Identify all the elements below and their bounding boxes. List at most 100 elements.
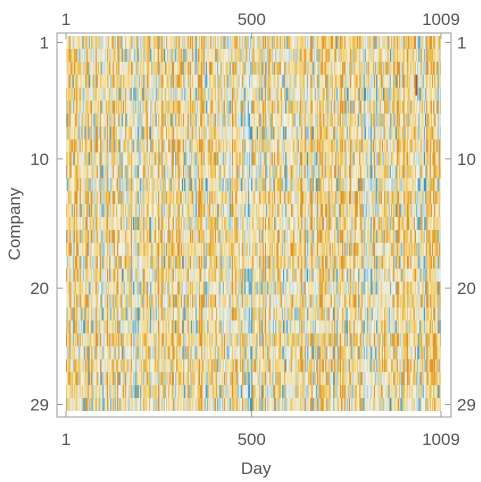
heatmap-cell [206,139,209,153]
heatmap-cell [83,74,85,89]
heatmap-cell [266,152,268,166]
heatmap-cell [258,217,260,231]
heatmap-cell [377,36,379,50]
heatmap-cell [254,204,257,218]
heatmap-cell [329,165,332,179]
heatmap-cell [145,87,148,101]
heatmap-cell [226,113,228,127]
heatmap-cell [284,191,286,205]
heatmap-cell [112,139,115,153]
heatmap-cell [123,152,126,166]
heatmap-cell [127,152,129,166]
heatmap-cell [73,61,76,76]
heatmap-cell [75,139,77,153]
heatmap-cell [128,87,130,101]
heatmap-cell [202,87,204,101]
heatmap-cell [112,126,115,140]
heatmap-cell [361,139,363,153]
heatmap-cell [294,100,296,114]
heatmap-cell [410,36,412,50]
heatmap-cell [179,204,182,218]
heatmap-cell [313,100,316,114]
heatmap-cell [412,217,415,231]
heatmap-cell [130,139,133,153]
heatmap-cell [275,87,277,101]
heatmap-cell [283,74,285,89]
heatmap-cell [426,178,428,192]
heatmap-cell [121,126,124,140]
heatmap-cell [281,178,284,192]
heatmap-cell [135,152,137,166]
heatmap-cell [161,165,163,179]
heatmap-cell [233,152,235,166]
heatmap-cell [126,36,128,50]
heatmap-cell [353,74,355,89]
heatmap-cell [235,74,237,89]
heatmap-cell [159,204,161,218]
heatmap-cell [81,217,84,231]
heatmap-cell [381,61,384,76]
heatmap-cell [143,126,145,140]
heatmap-cell [200,61,202,76]
heatmap-cell [172,48,175,63]
heatmap-cell [359,74,361,89]
heatmap-cell [106,191,109,205]
heatmap-cell [353,113,355,127]
heatmap-cell [293,36,295,50]
heatmap-cell [239,152,242,166]
heatmap-cell [292,126,294,140]
heatmap-cell [226,126,228,140]
heatmap-cell [79,48,82,63]
heatmap-cell [78,191,80,205]
heatmap-cell [426,139,428,153]
heatmap-cell [241,204,243,218]
heatmap-cell [380,191,383,205]
heatmap-cell [134,152,136,166]
heatmap-cell [205,74,208,89]
heatmap-cell [351,178,353,192]
heatmap-cell [423,74,426,89]
heatmap-cell [276,48,278,63]
heatmap-cell [146,100,149,114]
heatmap-cell [219,87,221,101]
heatmap-cell [223,126,226,140]
heatmap-cell [270,191,273,205]
heatmap-cell [95,165,98,179]
heatmap-cell [234,217,236,231]
heatmap-cell [121,100,124,114]
heatmap-cell [342,113,344,127]
heatmap-cell [88,100,91,114]
heatmap-cell [296,178,299,192]
heatmap-cell [350,100,352,114]
heatmap-cell [359,48,361,63]
heatmap-cell [219,152,221,166]
heatmap-cell [152,217,154,231]
heatmap-cell [359,100,361,114]
heatmap-cell [218,100,220,114]
heatmap-cell [376,139,378,153]
heatmap-cell [316,152,318,166]
heatmap-cell [314,61,317,76]
heatmap-cell [386,217,388,231]
heatmap-cell [98,48,101,63]
heatmap-cell [213,204,216,218]
heatmap-cell [435,113,437,127]
heatmap-cell [389,74,392,89]
heatmap-cell [309,126,311,140]
heatmap-cell [338,178,341,192]
heatmap-cell [285,74,287,89]
heatmap-cell [323,165,326,179]
heatmap-cell [133,61,135,76]
heatmap-cell [311,165,313,179]
heatmap-cell [176,36,178,50]
heatmap-cell [121,139,124,153]
heatmap-cell [236,126,238,140]
heatmap-cell [88,126,91,140]
heatmap-cell [388,178,391,192]
heatmap-cell [339,74,342,89]
heatmap-cell [272,217,275,231]
heatmap-cell [253,152,255,166]
heatmap-cell [292,87,294,101]
heatmap-cell [359,139,361,153]
heatmap-cell [138,113,141,127]
